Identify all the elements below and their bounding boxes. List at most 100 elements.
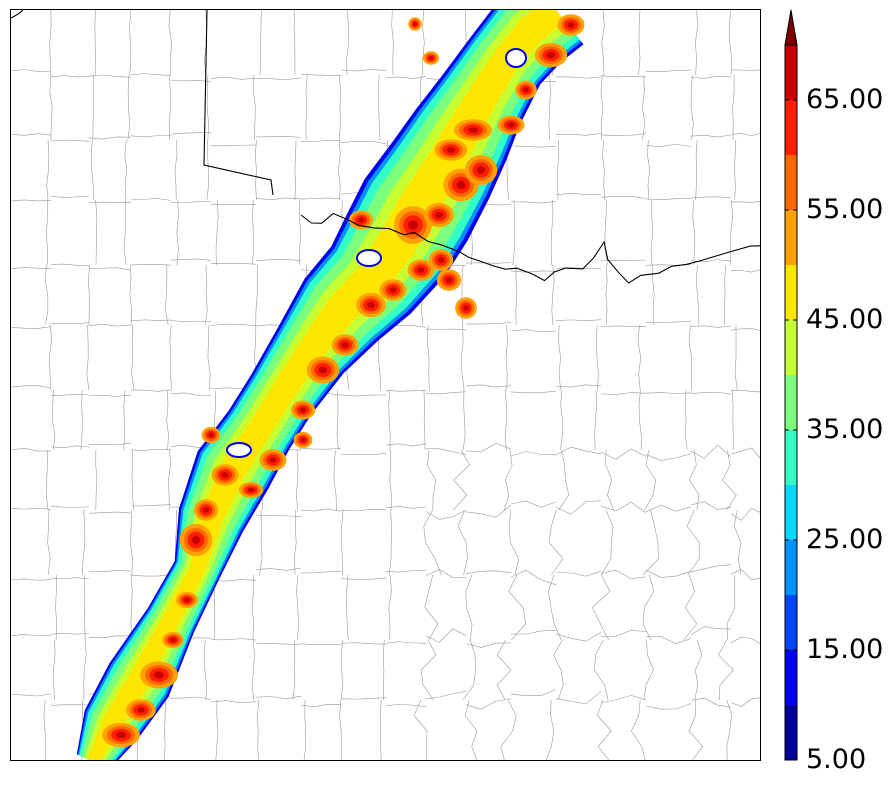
county-line <box>88 324 132 327</box>
colorbar-tick-label: 35.00 <box>806 414 884 445</box>
storm-cell-peak <box>170 637 176 643</box>
county-line <box>210 638 257 641</box>
county-line <box>210 323 257 327</box>
county-line <box>305 74 308 141</box>
colorbar-bin <box>785 100 797 155</box>
county-line <box>340 509 387 512</box>
county-line <box>508 509 520 576</box>
county-line <box>11 385 52 389</box>
county-line <box>465 442 512 453</box>
county-line <box>251 574 255 641</box>
county-line <box>341 509 344 576</box>
county-line <box>600 392 647 396</box>
county-line <box>645 143 692 147</box>
county-line <box>388 389 391 451</box>
county-line <box>340 69 387 72</box>
county-line <box>215 199 219 266</box>
county-line <box>11 133 52 136</box>
county-line <box>637 324 642 391</box>
county-line <box>596 324 599 391</box>
colorbar-tick-label: 65.00 <box>806 84 884 115</box>
county-line <box>52 389 56 451</box>
county-line <box>690 75 732 79</box>
state-boundary <box>300 212 760 284</box>
county-line <box>338 139 341 201</box>
storm-cell-peak <box>456 180 466 190</box>
county-line <box>333 449 337 511</box>
county-line <box>48 324 52 391</box>
county-line <box>300 704 342 707</box>
storm-cell-peak <box>269 457 277 463</box>
county-line <box>690 444 732 459</box>
county-line <box>690 697 732 708</box>
storm-cell-peak <box>357 217 365 223</box>
county-line <box>50 263 90 267</box>
colorbar-bin <box>785 45 797 100</box>
county-line <box>44 264 49 326</box>
county-line <box>49 74 53 141</box>
county-line <box>166 389 169 451</box>
county-line <box>11 267 52 269</box>
county-line <box>43 699 47 760</box>
storm-cell-peak <box>523 87 529 93</box>
county-line <box>600 501 647 514</box>
county-line <box>300 197 342 200</box>
county-line <box>600 325 647 327</box>
county-line <box>726 574 736 641</box>
county-line <box>130 574 133 641</box>
county-line <box>555 632 602 642</box>
county-line <box>207 324 211 391</box>
county-line <box>204 264 208 326</box>
county-line <box>644 449 656 511</box>
county-line <box>88 201 132 204</box>
county-line <box>92 74 95 141</box>
county-line <box>95 449 98 511</box>
county-line <box>88 394 132 397</box>
echo-gap <box>505 48 527 68</box>
county-line <box>300 74 342 77</box>
county-line <box>389 449 392 511</box>
county-line <box>695 264 700 326</box>
colorbar-bin <box>785 485 797 540</box>
county-line <box>510 270 557 273</box>
county-line <box>255 77 302 81</box>
county-line <box>594 639 609 701</box>
county-line <box>130 319 172 322</box>
county-line <box>210 579 257 582</box>
colorbar-bin <box>785 540 797 595</box>
county-line <box>726 699 733 760</box>
county-line <box>346 574 349 641</box>
county-line <box>255 136 302 138</box>
county-line <box>88 136 132 140</box>
colorbar-bin <box>785 375 797 430</box>
storm-cell-peak <box>507 122 515 128</box>
county-line <box>548 74 551 141</box>
county-line <box>340 642 387 645</box>
county-line <box>11 326 52 329</box>
county-line <box>50 577 90 580</box>
county-line <box>423 389 426 451</box>
county-line <box>690 196 732 199</box>
county-line <box>510 145 557 148</box>
county-line <box>730 636 760 644</box>
storm-cell-peak <box>221 472 229 478</box>
county-line <box>425 391 467 395</box>
county-line <box>551 264 555 326</box>
county-line <box>385 390 427 392</box>
storm-cell-peak <box>367 301 375 309</box>
county-line <box>389 509 392 576</box>
county-line <box>734 139 737 201</box>
county-line <box>176 199 179 266</box>
radar-map <box>10 9 761 761</box>
county-line <box>131 324 135 391</box>
county-line <box>340 140 387 145</box>
county-line <box>46 139 50 201</box>
county-line <box>94 10 96 76</box>
county-line <box>259 509 263 576</box>
county-line <box>255 514 302 517</box>
county-line <box>50 75 90 78</box>
county-line <box>50 445 90 448</box>
storm-cell-peak <box>116 731 126 739</box>
county-line <box>645 636 692 644</box>
county-line <box>642 74 646 141</box>
